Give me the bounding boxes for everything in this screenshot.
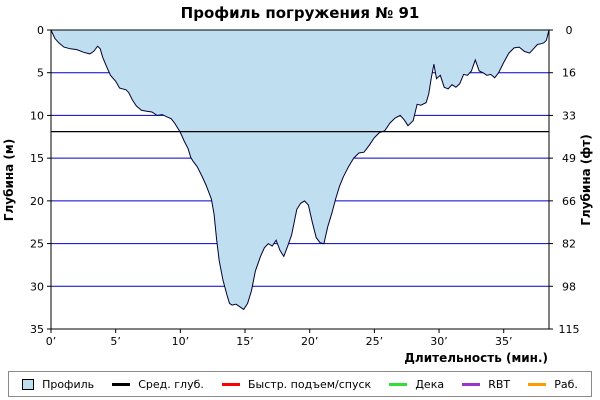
legend-swatch-work bbox=[528, 382, 547, 386]
right-tick-label: 0 bbox=[566, 24, 573, 37]
legend-swatch-fast-ascent bbox=[222, 382, 241, 386]
right-axis-ticks: 0 16 33 49 66 82 98 115 bbox=[549, 24, 580, 336]
legend-swatch-average-depth bbox=[112, 382, 131, 386]
legend-item-deco: Дека bbox=[389, 378, 444, 391]
plot-area bbox=[50, 29, 550, 330]
legend-item-work: Раб. bbox=[528, 378, 578, 391]
x-tick-label: 20’ bbox=[301, 335, 319, 348]
legend-label-fast-ascent: Быстр. подъем/спуск bbox=[248, 377, 372, 391]
legend-item-fast-ascent: Быстр. подъем/спуск bbox=[222, 378, 371, 391]
right-tick-label: 16 bbox=[562, 67, 576, 80]
x-tick-label: 35’ bbox=[495, 335, 513, 348]
profile-area bbox=[51, 30, 549, 310]
legend-swatch-deco bbox=[389, 382, 408, 386]
y-tick-label: 35 bbox=[30, 323, 44, 336]
legend-item-profile: Профиль bbox=[22, 378, 94, 391]
right-tick-label: 66 bbox=[562, 195, 576, 208]
x-tick-label: 10’ bbox=[172, 335, 190, 348]
y-axis-label: Глубина (м) bbox=[2, 139, 16, 221]
legend-label-work: Раб. bbox=[554, 377, 578, 391]
legend-item-average-depth: Сред. глуб. bbox=[112, 378, 204, 391]
legend-label-profile: Профиль bbox=[42, 377, 95, 391]
y-axis-ticks: 0 5 10 15 20 25 30 35 bbox=[30, 24, 51, 336]
y-tick-label: 5 bbox=[37, 67, 44, 80]
dive-profile-chart: 0’ 5’ 10’ 15’ 20’ 25’ 30’ 35’ 0 5 10 15 20 25 30 35 0 1… bbox=[2, 4, 593, 365]
right-tick-label: 98 bbox=[562, 280, 576, 293]
profile-outline bbox=[50, 29, 550, 311]
chart-title: Профиль погружения № 91 bbox=[181, 4, 420, 22]
legend-item-rbt: RBT bbox=[462, 378, 510, 391]
right-tick-label: 115 bbox=[559, 323, 580, 336]
y-tick-label: 25 bbox=[30, 238, 44, 251]
y-tick-label: 15 bbox=[30, 152, 44, 165]
y-tick-label: 20 bbox=[30, 195, 44, 208]
legend-label-deco: Дека bbox=[415, 377, 445, 391]
x-tick-label: 15’ bbox=[236, 335, 254, 348]
legend-swatch-profile bbox=[22, 378, 35, 390]
y-tick-label: 0 bbox=[37, 24, 44, 37]
x-axis-label: Длительность (мин.) bbox=[404, 351, 548, 365]
x-axis-ticks: 0’ 5’ 10’ 15’ 20’ 25’ 30’ 35’ bbox=[46, 329, 513, 348]
right-axis-label: Глубина (фт) bbox=[579, 134, 593, 225]
right-tick-label: 33 bbox=[562, 109, 576, 122]
legend: Профиль Сред. глуб. Быстр. подъем/спуск … bbox=[8, 371, 592, 397]
legend-swatch-rbt bbox=[462, 382, 481, 386]
x-tick-label: 5’ bbox=[110, 335, 121, 348]
y-tick-label: 30 bbox=[30, 280, 44, 293]
right-tick-label: 49 bbox=[562, 152, 576, 165]
plot-frame bbox=[50, 29, 550, 330]
legend-label-rbt: RBT bbox=[488, 377, 511, 391]
legend-label-average-depth: Сред. глуб. bbox=[138, 377, 204, 391]
right-tick-label: 82 bbox=[562, 238, 576, 251]
y-tick-label: 10 bbox=[30, 109, 44, 122]
x-tick-label: 0’ bbox=[46, 335, 57, 348]
x-tick-label: 30’ bbox=[430, 335, 448, 348]
x-tick-label: 25’ bbox=[366, 335, 384, 348]
